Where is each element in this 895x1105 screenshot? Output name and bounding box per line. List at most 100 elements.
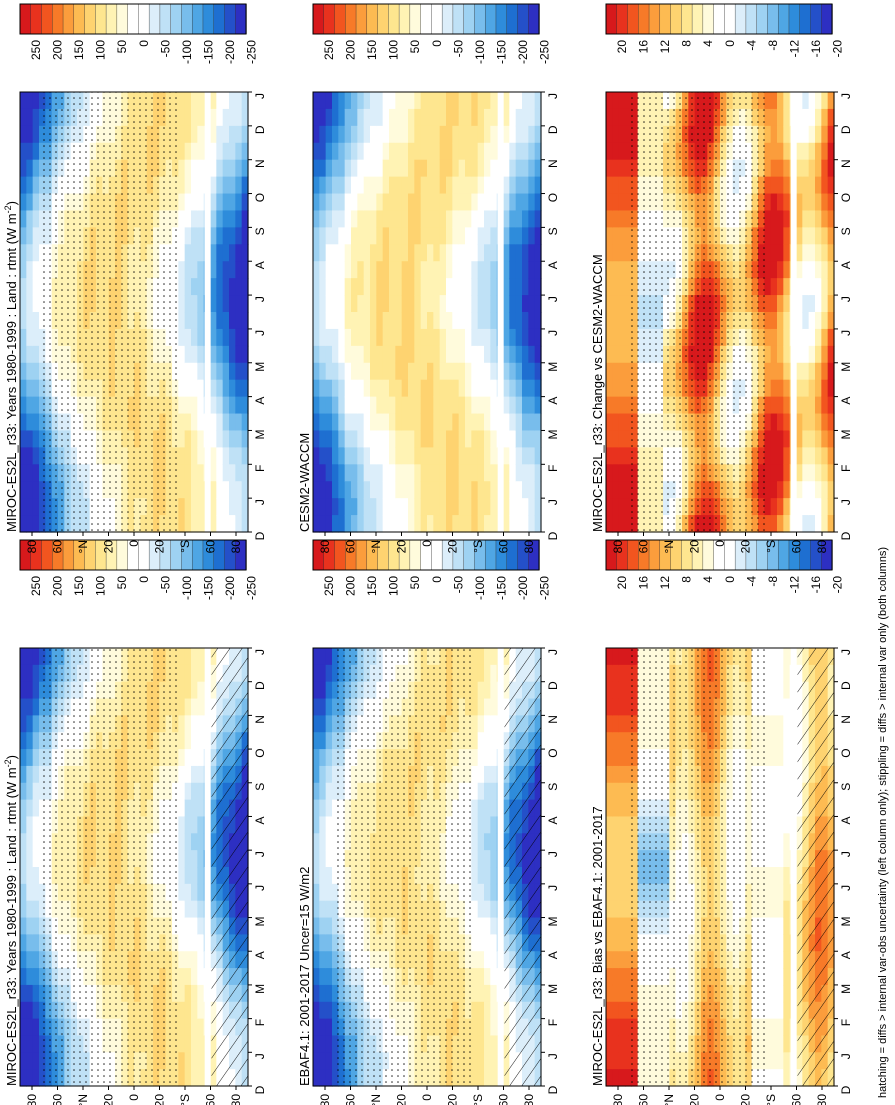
heatmap-cell: [446, 328, 453, 347]
heatmap-cell: [389, 328, 396, 347]
heatmap-cell: [319, 765, 327, 784]
heatmap-cell: [777, 1018, 784, 1037]
heatmap-cell: [325, 1018, 333, 1037]
heatmap-cell: [452, 278, 460, 296]
heatmap-cell: [319, 698, 327, 716]
heatmap-cells: [313, 92, 542, 533]
heatmap-cell: [235, 345, 243, 364]
month-label: D: [546, 1085, 560, 1094]
heatmap-cell: [420, 481, 428, 499]
heatmap-cell: [783, 765, 791, 784]
heatmap-cell: [344, 159, 352, 178]
heatmap-cell: [222, 396, 230, 415]
heatmap-cell: [178, 515, 186, 533]
heatmap-cell: [503, 193, 510, 212]
heatmap-cell: [471, 464, 479, 482]
heatmap-cell: [465, 278, 472, 296]
colorbar-swatch: [191, 539, 204, 571]
heatmap-cell: [770, 1018, 778, 1037]
heatmap-cell: [528, 430, 536, 448]
heatmap-cell: [216, 295, 224, 313]
hatching-overlay: [797, 648, 834, 1086]
heatmap-cell: [401, 244, 409, 262]
heatmap-cell: [357, 159, 365, 178]
heatmap-cell: [184, 379, 192, 398]
heatmap-cell: [764, 1035, 772, 1053]
heatmap-cell: [210, 362, 217, 381]
heatmap-cell: [32, 850, 40, 868]
heatmap-cell: [612, 715, 620, 733]
heatmap-cell: [178, 1035, 186, 1053]
heatmap-cell: [197, 447, 205, 465]
heatmap-cell: [20, 698, 27, 716]
heatmap-cell: [241, 244, 249, 262]
heatmap-cell: [39, 816, 46, 834]
heatmap-cell: [32, 515, 40, 533]
heatmap-cell: [344, 227, 352, 245]
heatmap-cell: [509, 227, 517, 245]
month-label: J: [546, 649, 560, 655]
heatmap-cell: [477, 934, 485, 952]
heatmap-cell: [313, 92, 320, 110]
heatmap-cell: [618, 732, 626, 750]
heatmap-cell: [325, 765, 333, 784]
heatmap-cell: [184, 142, 192, 161]
heatmap-cell: [484, 951, 491, 969]
heatmap-cell: [465, 295, 472, 313]
heatmap-cell: [477, 900, 485, 919]
heatmap-cell: [222, 430, 230, 448]
heatmap-cell: [477, 1069, 485, 1087]
heatmap-cell: [184, 176, 192, 195]
heatmap-cell: [522, 261, 529, 279]
heatmap-cell: [26, 176, 34, 195]
heatmap-cell: [490, 1052, 498, 1070]
heatmap-cell: [439, 515, 447, 533]
heatmap-cell: [606, 1001, 613, 1020]
heatmap-cell: [26, 968, 34, 986]
heatmap-cell: [313, 968, 320, 986]
colorbar-swatch: [484, 539, 497, 571]
heatmap-cell: [376, 379, 384, 398]
heatmap-cell: [20, 362, 27, 381]
lat-label: °S: [178, 1094, 192, 1105]
heatmap-cell: [515, 210, 523, 228]
heatmap-cell: [471, 900, 479, 919]
heatmap-cell: [191, 850, 198, 868]
heatmap-cell: [313, 244, 320, 262]
heatmap-cell: [20, 749, 27, 767]
colorbar-swatch: [170, 3, 183, 35]
heatmap-cell: [777, 698, 784, 716]
heatmap-cell: [313, 833, 320, 851]
heatmap-cell: [363, 345, 371, 364]
heatmap-cell: [420, 362, 428, 381]
heatmap-cell: [39, 210, 46, 228]
heatmap-cell: [420, 312, 428, 330]
heatmap-cell: [625, 1018, 632, 1037]
heatmap-cell: [20, 850, 27, 868]
heatmap-cell: [395, 312, 403, 330]
heatmap-cell: [433, 447, 441, 465]
heatmap-cell: [216, 210, 224, 228]
heatmap-cell: [235, 396, 243, 415]
heatmap-cell: [612, 934, 620, 952]
heatmap-cell: [490, 732, 498, 750]
heatmap-cell: [484, 883, 491, 902]
heatmap-cell: [503, 312, 510, 330]
heatmap-cell: [210, 481, 217, 499]
heatmap-cell: [452, 396, 460, 415]
heatmap-cell: [325, 698, 333, 716]
heatmap-cell: [26, 951, 34, 969]
heatmap-cell: [376, 362, 384, 381]
heatmap-cell: [783, 917, 791, 935]
heatmap-cell: [465, 159, 472, 178]
heatmap-cell: [370, 176, 377, 195]
heatmap-cell: [395, 362, 403, 381]
heatmap-cell: [363, 261, 371, 279]
heatmap-cell: [471, 193, 479, 212]
heatmap-cell: [509, 413, 517, 432]
heatmap-cell: [184, 1052, 192, 1070]
heatmap-cell: [471, 681, 479, 700]
heatmap-cell: [764, 900, 772, 919]
heatmap-cell: [420, 142, 428, 161]
lat-label: °N: [76, 540, 90, 553]
